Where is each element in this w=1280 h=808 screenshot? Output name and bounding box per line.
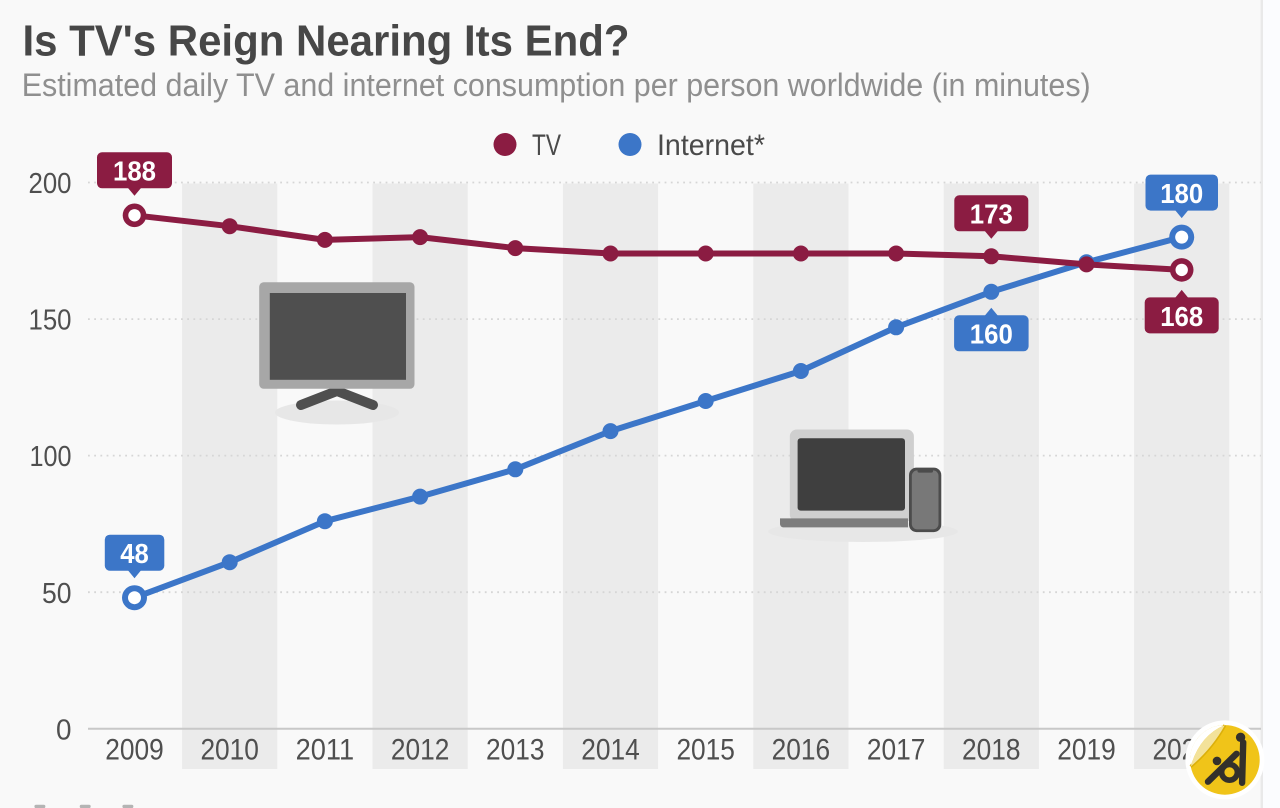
svg-text:Estimated daily TV and interne: Estimated daily TV and internet consumpt… xyxy=(22,67,1091,103)
svg-text:2013: 2013 xyxy=(486,733,545,766)
svg-text:2011: 2011 xyxy=(296,733,355,766)
svg-text:2017: 2017 xyxy=(867,733,926,766)
svg-text:160: 160 xyxy=(970,319,1013,350)
svg-text:Internet*: Internet* xyxy=(657,129,765,162)
svg-text:0: 0 xyxy=(56,714,72,746)
svg-text:100: 100 xyxy=(30,441,72,473)
svg-text:168: 168 xyxy=(1160,301,1203,332)
svg-text:2014: 2014 xyxy=(581,733,640,766)
svg-text:2015: 2015 xyxy=(676,733,735,766)
svg-text:2019: 2019 xyxy=(1057,733,1116,766)
svg-text:50: 50 xyxy=(42,578,72,610)
svg-text:2010: 2010 xyxy=(200,733,259,766)
svg-text:48: 48 xyxy=(120,538,149,569)
svg-text:150: 150 xyxy=(29,305,72,337)
svg-text:TV: TV xyxy=(532,129,561,162)
svg-text:2018: 2018 xyxy=(962,733,1021,766)
svg-text:188: 188 xyxy=(113,156,156,187)
svg-text:2012: 2012 xyxy=(391,733,450,766)
svg-text:173: 173 xyxy=(970,199,1013,230)
svg-text:2016: 2016 xyxy=(772,733,831,766)
svg-text:200: 200 xyxy=(29,168,72,200)
svg-text:180: 180 xyxy=(1160,178,1203,209)
svg-text:2009: 2009 xyxy=(105,733,164,766)
svg-text:Is TV's Reign Nearing Its End?: Is TV's Reign Nearing Its End? xyxy=(23,17,630,66)
